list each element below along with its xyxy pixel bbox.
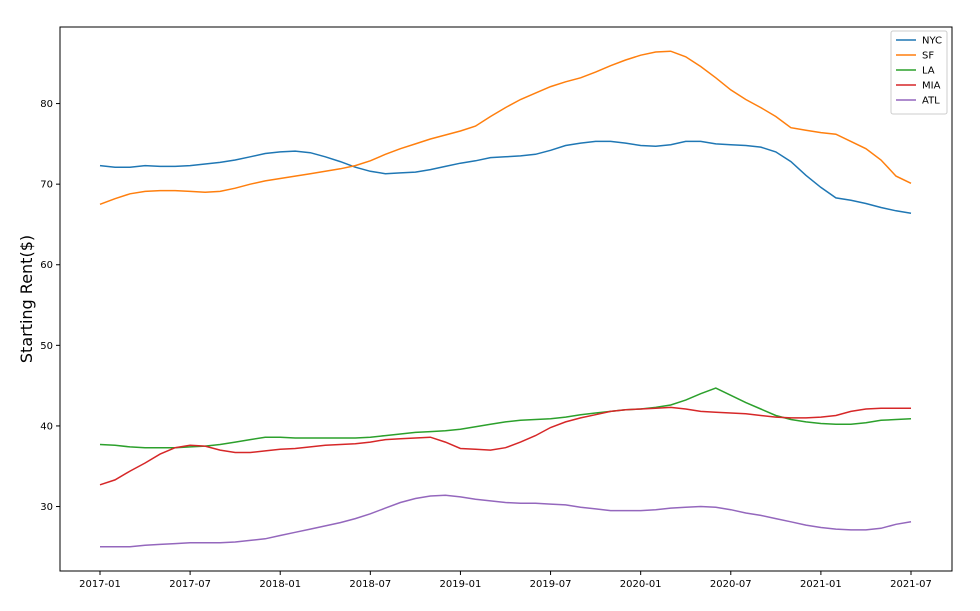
y-tick-label: 50 xyxy=(40,341,53,352)
legend-label-nyc: NYC xyxy=(922,36,942,47)
legend-label-mia: MIA xyxy=(922,81,941,92)
x-tick-label: 2020-07 xyxy=(710,579,752,590)
y-tick-label: 80 xyxy=(40,99,53,110)
x-tick-label: 2020-01 xyxy=(620,579,662,590)
x-tick-label: 2021-01 xyxy=(800,579,842,590)
x-axis: 2017-01 2017-07 2018-01 2018-07 2019-01 2019-… xyxy=(79,571,932,590)
plot-area xyxy=(59,26,953,572)
x-tick-label: 2018-01 xyxy=(259,579,301,590)
x-tick-label: 2019-01 xyxy=(440,579,482,590)
y-tick-label: 70 xyxy=(40,180,53,191)
y-axis-label: Starting Rent($) xyxy=(17,235,36,363)
x-tick-label: 2017-07 xyxy=(169,579,211,590)
x-tick-label: 2021-07 xyxy=(890,579,932,590)
y-axis: 30 40 50 60 70 80 xyxy=(40,99,60,513)
series-line-mia xyxy=(99,406,911,486)
series-line-sf xyxy=(99,50,912,206)
x-tick-label: 2019-07 xyxy=(530,579,572,590)
series-line-atl xyxy=(100,494,912,548)
legend: NYC SF LA MIA ATL xyxy=(890,30,948,115)
series-line-la xyxy=(99,387,912,449)
legend-label-la: LA xyxy=(922,66,935,77)
x-tick-label: 2018-07 xyxy=(349,579,391,590)
series-line-nyc xyxy=(99,140,912,214)
legend-box xyxy=(890,30,948,115)
y-tick-label: 30 xyxy=(40,502,53,513)
legend-label-atl: ATL xyxy=(922,96,940,107)
legend-label-sf: SF xyxy=(922,51,934,62)
x-tick-label: 2017-01 xyxy=(79,579,121,590)
y-tick-label: 60 xyxy=(40,260,53,271)
series-group xyxy=(99,50,912,548)
y-tick-label: 40 xyxy=(40,421,53,432)
